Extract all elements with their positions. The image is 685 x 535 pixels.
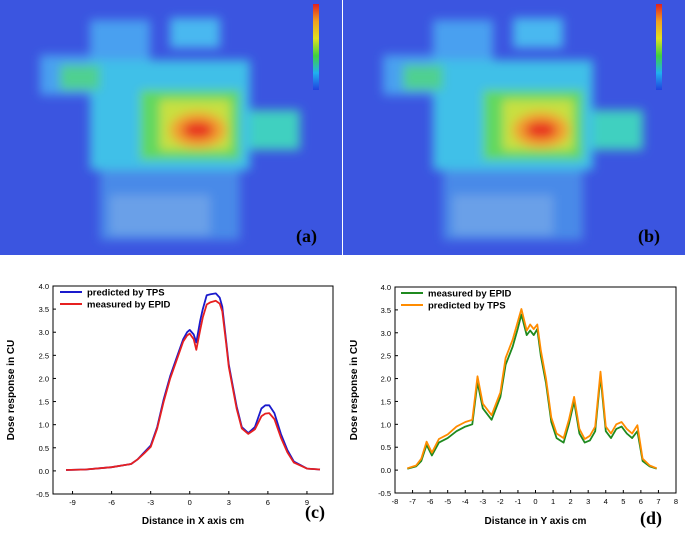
y-tick-label: 0.5 (381, 443, 391, 452)
y-tick-label: 3.5 (39, 305, 49, 314)
y-tick-label: 0.0 (39, 467, 49, 476)
y-tick-label: 1.0 (381, 420, 391, 429)
y-tick-label: -0.5 (36, 490, 49, 499)
legend-label-2: measured by EPID (87, 300, 171, 311)
series-line-1 (407, 313, 657, 470)
x-tick-label: 4 (604, 497, 608, 506)
y-tick-label: 2.0 (39, 374, 49, 383)
x-tick-label: 6 (639, 497, 643, 506)
panel-label-a: (a) (296, 226, 317, 246)
x-tick-label: -2 (497, 497, 504, 506)
y-tick-label: 4.0 (39, 282, 49, 291)
y-tick-label: 3.0 (381, 329, 391, 338)
x-tick-label: 3 (227, 498, 231, 507)
y-tick-label: 2.5 (39, 351, 49, 360)
y-axis-label: Dose response in CU (6, 340, 17, 441)
colorbar-a (313, 4, 319, 90)
panel-label-b: (b) (638, 226, 660, 246)
series-line-1 (65, 292, 321, 471)
y-tick-label: 1.5 (381, 397, 391, 406)
x-tick-label: 6 (266, 498, 270, 507)
y-tick-label: 2.0 (381, 375, 391, 384)
x-tick-label: 3 (586, 497, 590, 506)
x-tick-label: -9 (69, 498, 76, 507)
x-tick-label: -5 (444, 497, 451, 506)
x-tick-label: -3 (147, 498, 154, 507)
legend-label-1: measured by EPID (428, 289, 512, 300)
series-line-2 (65, 299, 321, 471)
plot-frame (52, 285, 334, 495)
x-tick-label: -7 (409, 497, 416, 506)
x-tick-label: -6 (108, 498, 115, 507)
x-tick-label: -1 (515, 497, 522, 506)
legend-label-2: predicted by TPS (428, 301, 506, 312)
dose-map-a-image (40, 4, 319, 240)
x-tick-label: 8 (674, 497, 678, 506)
x-axis-label: Distance in X axis cm (142, 516, 244, 527)
chart-d-svg: -0.5 0.0 0.5 1.0 1.5 2.0 2.5 3.0 3.5 4.0 -8 -7 -6 -5 -… (349, 283, 678, 527)
series-line-2 (407, 308, 658, 470)
panel-label-d: (d) (640, 508, 662, 528)
x-tick-label: 9 (305, 498, 309, 507)
y-axis-label: Dose response in CU (349, 340, 360, 441)
legend-label-1: predicted by TPS (87, 288, 165, 299)
y-tick-label: -0.5 (378, 489, 391, 498)
x-tick-label: 7 (656, 497, 660, 506)
colorbar-b (656, 4, 662, 90)
y-tick-label: 1.5 (39, 398, 49, 407)
y-tick-label: 0.0 (381, 466, 391, 475)
y-tick-label: 3.5 (381, 306, 391, 315)
dose-map-b: (b) (343, 0, 685, 255)
y-tick-label: 2.5 (381, 352, 391, 361)
x-tick-label: 0 (188, 498, 192, 507)
x-tick-label: 0 (533, 497, 537, 506)
panel-label-c: (c) (305, 502, 325, 522)
x-axis-label: Distance in Y axis cm (485, 516, 587, 527)
y-tick-label: 1.0 (39, 421, 49, 430)
dose-map-a: (a) (0, 0, 342, 255)
x-tick-label: 5 (621, 497, 625, 506)
chart-c-svg: -0.5 0.0 0.5 1.0 1.5 2.0 2.5 3.0 3.5 4.0 -9 -6 -3 0 3 6… (6, 282, 334, 527)
x-tick-label: -3 (479, 497, 486, 506)
dose-map-b-image (383, 4, 662, 240)
chart-c: -0.5 0.0 0.5 1.0 1.5 2.0 2.5 3.0 3.5 4.0 -9 -6 -3 0 3 6… (0, 262, 342, 530)
x-tick-label: 1 (551, 497, 555, 506)
y-tick-label: 3.0 (39, 328, 49, 337)
y-tick-label: 0.5 (39, 444, 49, 453)
chart-d: -0.5 0.0 0.5 1.0 1.5 2.0 2.5 3.0 3.5 4.0 -8 -7 -6 -5 -… (343, 262, 685, 530)
x-tick-label: -8 (392, 497, 399, 506)
x-tick-label: 2 (569, 497, 573, 506)
y-tick-label: 4.0 (381, 283, 391, 292)
plot-frame (394, 286, 677, 494)
x-tick-label: -4 (462, 497, 469, 506)
x-tick-label: -6 (427, 497, 434, 506)
